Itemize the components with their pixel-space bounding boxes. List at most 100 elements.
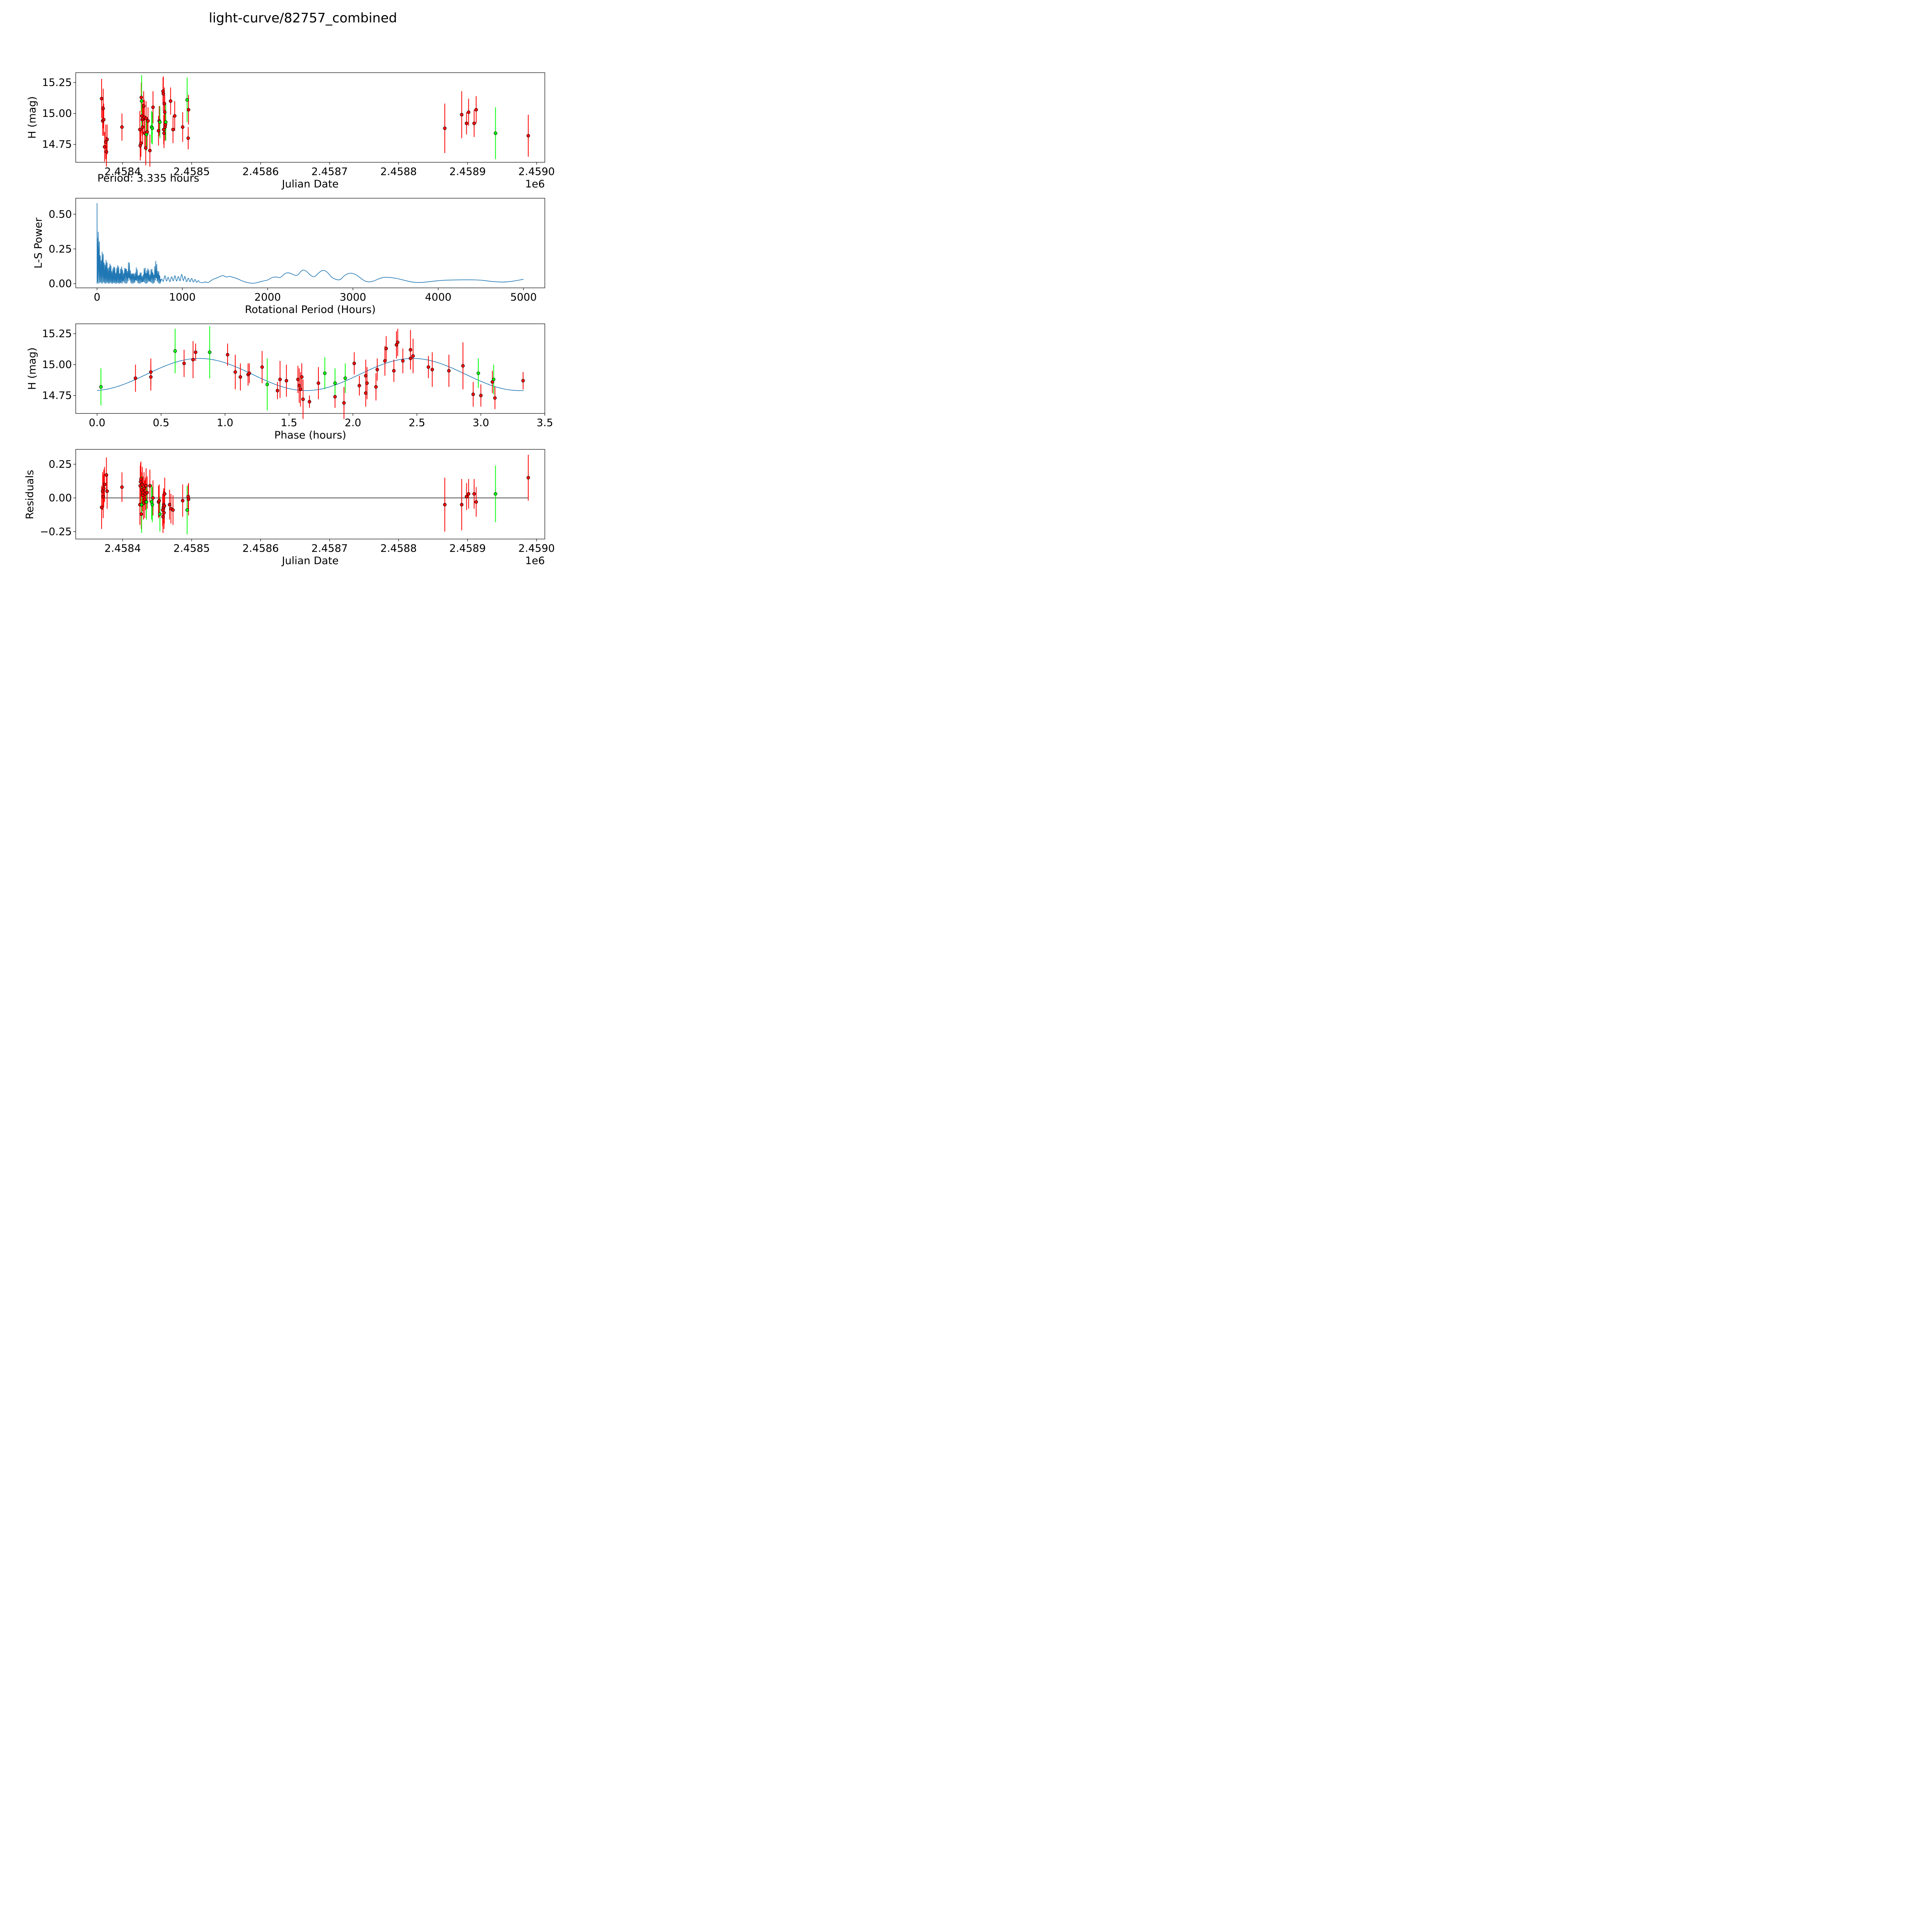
phase-folded-red-point [493,396,497,400]
light-curve-red-point [186,136,190,140]
residuals-red-point [100,505,104,509]
phase-folded-red-point [301,397,305,401]
light-curve-y-tick-label: 15.25 [42,77,72,89]
light-curve-x-tick-label: 2.4589 [449,166,486,178]
residuals-red-point [460,503,464,507]
light-curve-red-point [474,108,478,112]
light-curve-red-point [100,97,104,100]
phase-folded-axes-frame [75,323,545,414]
phase-folded-red-point [226,353,230,357]
phase-folded-panel: Phase (hours) H (mag) 0.0 0.5 1.0 1.5 2.0 2.5… [26,323,553,441]
light-curve-green-point [493,131,497,135]
phase-folded-red-point [278,378,282,381]
phase-folded-x-tick-label: 3.5 [537,417,553,429]
residuals-y-tick-label: 0.00 [49,492,72,504]
light-curve-red-point [146,119,150,123]
phase-folded-red-point [461,364,465,368]
residuals-red-point [144,484,148,488]
light-curve-red-point [443,126,447,130]
residuals-red-point [162,511,166,515]
figure: light-curve/82757_combined Julian Date H… [0,0,597,597]
phase-folded-red-point [182,361,186,365]
light-curve-y-tick-label: 15.00 [42,108,72,120]
light-curve-panel: Julian Date H (mag) 1e6 Period: 3.335 ho… [26,72,555,190]
phase-folded-red-point [247,371,251,375]
phase-folded-red-point [383,359,387,363]
residuals-red-point [526,476,530,480]
phase-fit-curve [97,358,524,391]
phase-folded-red-point [149,375,153,379]
periodogram-axes-frame [75,198,545,288]
phase-folded-x-tick-label: 2.0 [345,417,361,429]
phase-folded-red-point [308,400,311,404]
light-curve-red-point [144,116,148,120]
light-curve-red-point [181,125,185,129]
residuals-red-point [148,484,152,488]
periodogram-y-tick-label: 0.50 [49,208,72,220]
period-annotation: Period: 3.335 hours [97,172,199,184]
phase-folded-red-point [521,379,525,383]
residuals-red-point [145,491,149,495]
phase-folded-green-point [492,378,496,381]
light-curve-red-point [151,105,155,109]
periodogram-x-tick-label: 3000 [340,291,366,303]
residuals-red-point [472,492,476,496]
residuals-green-point [150,503,154,507]
residuals-green-point [158,512,162,516]
residuals-x-tick-label: 2.4589 [449,543,486,554]
light-curve-red-point [162,131,166,135]
light-curve-red-point [156,129,160,133]
phase-folded-red-point [408,348,412,352]
light-curve-red-point [104,150,108,154]
residuals-red-point [161,515,165,519]
phase-folded-green-point [476,371,480,375]
periodogram-power-line-short-periods [97,203,200,284]
residuals-red-point [139,512,143,516]
light-curve-red-point [162,92,165,95]
light-curve-red-point [526,134,530,138]
phase-folded-red-point [297,384,301,388]
residuals-x-tick-label: 2.4588 [380,543,417,554]
residuals-red-point [105,489,109,493]
periodogram-x-tick-label: 4000 [425,291,452,303]
light-curve-red-point [138,128,142,131]
phase-folded-red-point [396,340,400,344]
phase-folded-green-point [208,350,212,354]
light-curve-red-point [139,141,143,145]
light-curve-red-point [101,107,105,111]
phase-folded-red-point [299,388,303,391]
residuals-green-point [139,503,143,507]
phase-folded-red-point [392,369,396,373]
light-curve-x-tick-label: 2.4587 [311,166,348,178]
residuals-red-point [464,495,468,498]
light-curve-red-point [139,95,143,99]
phase-folded-red-point [342,401,346,405]
phase-folded-red-point [411,354,415,358]
phase-folded-red-point [316,381,320,385]
phase-folded-red-point [352,361,356,365]
phase-folded-green-point [99,385,103,389]
phase-folded-red-point [374,385,378,389]
residuals-green-point [185,508,189,512]
periodogram-x-tick-label: 1000 [169,291,196,303]
phase-folded-red-point [357,384,361,388]
periodogram-panel: Rotational Period (Hours) L-S Power 0 100… [32,198,545,316]
phase-folded-x-tick-label: 0.5 [153,417,169,429]
light-curve-red-point [464,121,468,125]
phase-folded-red-point [364,391,368,395]
light-curve-red-point [162,102,166,105]
light-curve-y-label: H (mag) [26,96,38,139]
light-curve-red-point [187,108,190,112]
residuals-red-point [140,483,144,486]
residuals-x-tick-label: 2.4584 [104,543,141,554]
phase-folded-y-label: H (mag) [26,347,38,390]
light-curve-red-point [472,121,476,125]
phase-folded-red-point [238,375,242,379]
phase-folded-red-point [296,378,300,381]
residuals-red-point [143,497,147,501]
residuals-green-point [145,500,148,504]
periodogram-x-tick-label: 5000 [510,291,537,303]
light-curve-red-point [105,138,109,141]
light-curve-x-tick-label: 2.4590 [518,166,554,178]
phase-folded-x-tick-label: 1.0 [217,417,233,429]
